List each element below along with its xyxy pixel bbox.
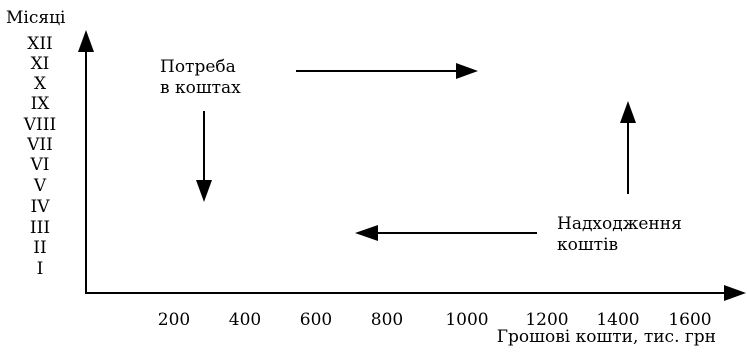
x-tick-label: 1200 xyxy=(525,310,568,330)
month-label: VIII xyxy=(23,115,56,135)
month-label: VI xyxy=(30,155,50,175)
month-labels: XII XI X IX VIII VII VI V IV III II I xyxy=(23,34,56,279)
x-tick-label: 1400 xyxy=(596,310,639,330)
x-tick-label: 200 xyxy=(158,310,190,330)
x-tick-label: 1600 xyxy=(668,310,711,330)
month-label: X xyxy=(34,74,47,94)
month-label: IV xyxy=(31,197,51,217)
month-label: V xyxy=(33,176,47,196)
x-tick-label: 1000 xyxy=(445,310,488,330)
y-axis-title: Місяці xyxy=(6,8,66,28)
month-label: III xyxy=(30,218,50,238)
y-axis-arrowhead xyxy=(78,30,94,52)
month-label: I xyxy=(37,259,44,279)
x-tick-labels: 200 400 600 800 1000 1200 1400 1600 xyxy=(158,310,712,330)
x-axis-arrowhead xyxy=(724,285,746,301)
month-label: II xyxy=(33,238,46,258)
income-label-line2: коштів xyxy=(557,235,618,255)
arrow-right-head xyxy=(456,63,478,79)
month-label: IX xyxy=(31,94,51,114)
arrow-up-head xyxy=(620,101,636,123)
arrow-left-head xyxy=(355,225,378,241)
x-tick-label: 400 xyxy=(229,310,261,330)
month-label: XI xyxy=(31,54,50,74)
month-label: XII xyxy=(27,34,53,54)
income-label-line1: Надходження xyxy=(557,214,682,234)
need-label-line2: в коштах xyxy=(160,78,241,98)
need-label-line1: Потреба xyxy=(160,57,236,77)
x-axis-title: Грошові кошти, тис. грн xyxy=(497,327,716,347)
x-tick-label: 600 xyxy=(300,310,332,330)
arrow-down-head xyxy=(196,180,212,202)
month-label: VII xyxy=(26,135,53,155)
x-tick-label: 800 xyxy=(371,310,403,330)
